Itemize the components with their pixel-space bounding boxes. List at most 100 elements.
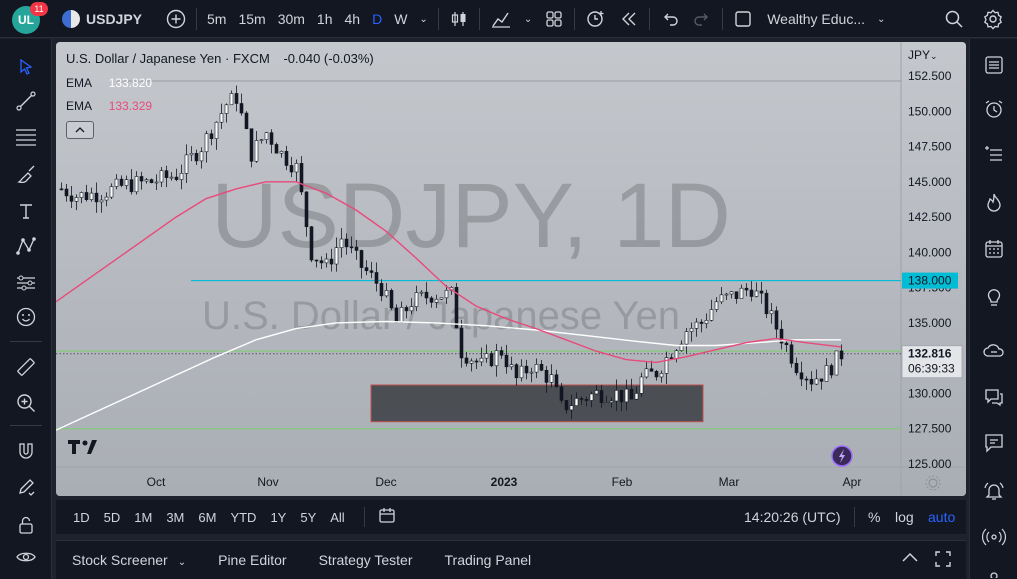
tab-stock-screener[interactable]: Stock Screener ⌄ xyxy=(72,552,187,568)
candle-type-icon[interactable] xyxy=(443,0,475,38)
chevron-down-icon[interactable]: ⌄ xyxy=(877,13,886,25)
utc-clock[interactable]: 14:20:26 (UTC) xyxy=(744,509,841,525)
alarm-clock-icon[interactable] xyxy=(980,95,1008,123)
text-icon[interactable] xyxy=(12,197,40,225)
timeframe-1h[interactable]: 1h xyxy=(316,11,333,27)
candle xyxy=(204,133,209,153)
timeframe-4h[interactable]: 4h xyxy=(344,11,361,27)
range-3m[interactable]: 3M xyxy=(166,509,185,525)
layout-grid-icon[interactable] xyxy=(538,0,570,38)
add-symbol-icon[interactable] xyxy=(160,0,192,38)
timeframe-w[interactable]: W xyxy=(394,11,408,27)
search-icon[interactable] xyxy=(938,0,970,38)
hotlist-flame-icon[interactable] xyxy=(980,189,1008,217)
ema-legend-2[interactable]: EMA 133.329 xyxy=(66,99,152,113)
timeframe-d[interactable]: D xyxy=(372,11,383,27)
candle xyxy=(224,104,229,114)
price-chart[interactable]: USDJPY, 1D U.S. Dollar / Japanese Yen 152.… xyxy=(56,42,966,496)
candle xyxy=(544,369,549,383)
candle xyxy=(114,178,119,187)
collapse-legend-button[interactable] xyxy=(66,121,94,139)
horizontal-line-price-tag xyxy=(902,272,958,289)
fullscreen-layout-icon[interactable] xyxy=(727,0,759,38)
candle xyxy=(64,188,69,197)
log-toggle[interactable]: log xyxy=(895,509,914,525)
lightning-icon[interactable] xyxy=(831,445,853,467)
undo-icon[interactable] xyxy=(654,0,686,38)
range-1d[interactable]: 1D xyxy=(73,509,90,525)
range-5y[interactable]: 5Y xyxy=(300,509,317,525)
messages-icon[interactable] xyxy=(980,429,1008,457)
magnet-icon[interactable] xyxy=(12,437,40,465)
candle xyxy=(589,393,594,401)
pattern-icon[interactable] xyxy=(12,232,40,260)
broadcast-icon[interactable] xyxy=(980,523,1008,551)
symbol-search-button[interactable]: USDJPY xyxy=(86,11,143,27)
range-1y[interactable]: 1Y xyxy=(270,509,287,525)
prediction-icon[interactable] xyxy=(12,269,40,297)
axis-settings-icon[interactable] xyxy=(925,475,941,491)
gear-icon[interactable] xyxy=(976,0,1010,38)
alert-icon[interactable] xyxy=(579,0,613,38)
watchlist-icon[interactable] xyxy=(980,51,1008,79)
currency-selector[interactable]: JPY⌄ xyxy=(908,48,938,62)
range-all[interactable]: All xyxy=(330,509,345,525)
eye-icon[interactable] xyxy=(12,543,40,571)
trend-line-icon[interactable] xyxy=(12,87,40,115)
range-1m[interactable]: 1M xyxy=(134,509,153,525)
auto-toggle[interactable]: auto xyxy=(928,509,956,525)
maximize-icon[interactable] xyxy=(934,550,952,571)
timeframe-15m[interactable]: 15m xyxy=(238,11,266,27)
lock-icon[interactable] xyxy=(12,511,40,539)
timeframe-30m[interactable]: 30m xyxy=(277,11,305,27)
chevron-down-icon[interactable]: ⌄ xyxy=(419,13,428,25)
chart-area[interactable]: USDJPY, 1D U.S. Dollar / Japanese Yen 152.… xyxy=(56,42,966,496)
redo-icon[interactable] xyxy=(686,0,718,38)
ideas-lightbulb-icon[interactable] xyxy=(980,283,1008,311)
smiley-icon[interactable] xyxy=(12,303,40,331)
candle xyxy=(344,238,349,248)
candle xyxy=(784,342,789,346)
more-icon[interactable] xyxy=(980,559,1008,579)
candle xyxy=(684,331,689,345)
ema-legend-1[interactable]: EMA 133.820 xyxy=(66,76,152,90)
candle xyxy=(749,289,754,297)
streams-icon[interactable] xyxy=(980,337,1008,365)
tab-pine-editor[interactable]: Pine Editor xyxy=(218,552,287,568)
lock-drawing-icon[interactable] xyxy=(12,473,40,501)
tab-trading-panel[interactable]: Trading Panel xyxy=(444,552,532,568)
percent-toggle[interactable]: % xyxy=(868,509,881,525)
candle xyxy=(104,196,109,201)
range-5d[interactable]: 5D xyxy=(103,509,121,525)
candle xyxy=(574,398,579,406)
tab-strategy-tester[interactable]: Strategy Tester xyxy=(318,552,413,568)
timeframe-5m[interactable]: 5m xyxy=(207,11,227,27)
date-range-icon[interactable] xyxy=(377,507,397,528)
range-6m[interactable]: 6M xyxy=(198,509,217,525)
indicators-icon[interactable] xyxy=(484,0,518,38)
account-name[interactable]: Wealthy Educ... xyxy=(767,11,865,27)
notifications-icon[interactable] xyxy=(980,477,1008,505)
range-ytd[interactable]: YTD xyxy=(230,509,257,525)
chevron-down-icon[interactable]: ⌄ xyxy=(523,13,533,25)
candle xyxy=(674,350,679,359)
zoom-in-icon[interactable] xyxy=(12,389,40,417)
data-window-icon[interactable] xyxy=(980,141,1008,169)
chats-icon[interactable] xyxy=(980,383,1008,411)
brush-icon[interactable] xyxy=(12,161,40,189)
ruler-icon[interactable] xyxy=(12,353,40,381)
candle xyxy=(609,400,614,403)
cursor-icon[interactable] xyxy=(12,53,40,81)
watermark-symbol: USDJPY, 1D xyxy=(211,165,731,267)
horizontal-lines-icon[interactable] xyxy=(12,123,40,151)
chevron-down-icon[interactable]: ⌄ xyxy=(177,557,187,568)
replay-icon[interactable] xyxy=(613,0,645,38)
candle xyxy=(644,368,649,378)
calendar-icon[interactable] xyxy=(980,235,1008,263)
candle xyxy=(164,170,169,178)
candle xyxy=(689,328,694,332)
candle xyxy=(339,238,344,248)
chevron-up-icon[interactable] xyxy=(901,551,919,566)
price-axis-label: 135.000 xyxy=(908,316,952,330)
candle xyxy=(479,357,484,363)
